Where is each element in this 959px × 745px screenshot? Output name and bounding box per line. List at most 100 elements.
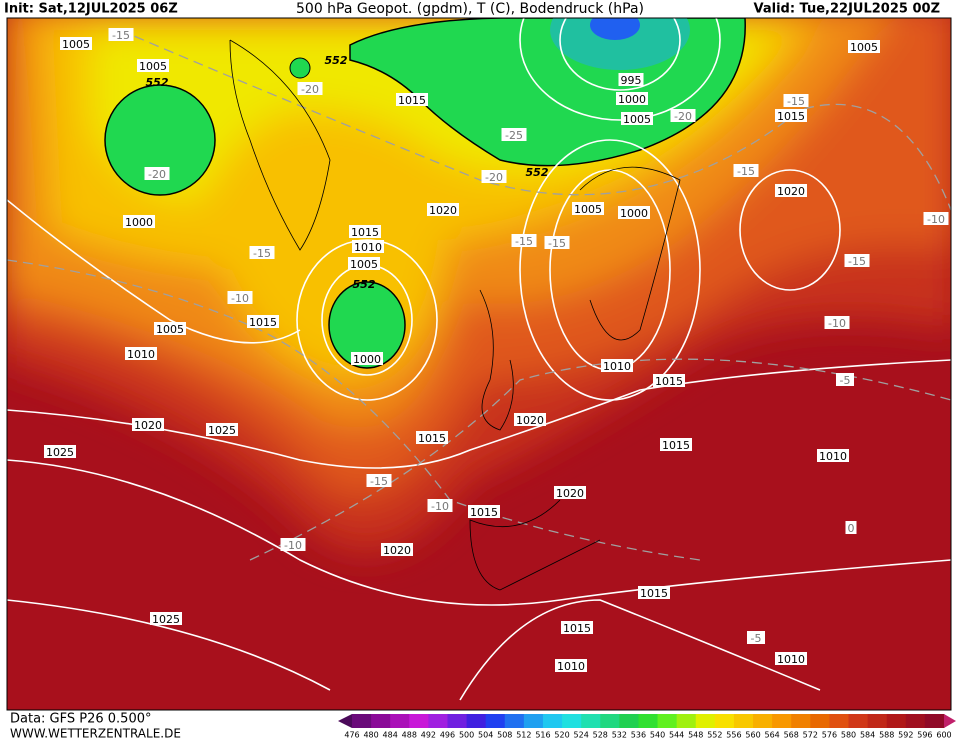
pressure-label: 1020 <box>383 544 411 557</box>
temperature-label: -20 <box>148 168 166 181</box>
colorbar-swatch <box>581 714 601 728</box>
label-box <box>824 316 850 329</box>
pressure-label: 1015 <box>563 622 591 635</box>
pressure-label: 1025 <box>46 446 74 459</box>
colorbar-label: 524 <box>574 731 589 740</box>
temperature-label: -15 <box>548 237 566 250</box>
colorbar-swatch <box>829 714 850 728</box>
colorbar-label: 492 <box>421 731 436 740</box>
label-box <box>848 40 880 53</box>
pressure-label: 1010 <box>603 360 631 373</box>
temperature-label: -10 <box>828 317 846 330</box>
label-box <box>427 499 453 512</box>
colorbar: 476 480 484 488 492 496 500 504 508 512 516 520 524 5… <box>338 714 956 740</box>
colorbar-swatch <box>485 714 506 728</box>
pressure-label: 1005 <box>623 113 651 126</box>
colorbar-swatch <box>676 714 697 728</box>
colorbar-label: 552 <box>707 731 722 740</box>
label-box <box>352 240 384 253</box>
label-box <box>775 184 807 197</box>
colorbar-swatch <box>447 714 468 728</box>
colorbar-label: 532 <box>612 731 627 740</box>
temperature-label: -10 <box>231 292 249 305</box>
colorbar-arrow-left <box>338 714 352 728</box>
temperature-label: -10 <box>927 213 945 226</box>
label-box <box>638 586 670 599</box>
colorbar-label: 588 <box>879 731 894 740</box>
colorbar-label: 592 <box>898 731 913 740</box>
label-box <box>108 28 134 41</box>
pressure-label: 1010 <box>127 348 155 361</box>
label-box <box>150 612 182 625</box>
temperature-label: -15 <box>787 95 805 108</box>
pressure-label: 1020 <box>516 414 544 427</box>
pressure-label: 1010 <box>557 660 585 673</box>
temperature-label: -15 <box>112 29 130 42</box>
colorbar-label: 480 <box>363 731 378 740</box>
colorbar-swatch <box>695 714 716 728</box>
temperature-label: -15 <box>370 475 388 488</box>
pressure-label: 1010 <box>819 450 847 463</box>
label-box <box>249 246 275 259</box>
pressure-label: 1015 <box>351 226 379 239</box>
pressure-label: 1015 <box>662 439 690 452</box>
pressure-label: 1020 <box>429 204 457 217</box>
colorbar-label: 548 <box>688 731 703 740</box>
label-box <box>351 352 383 365</box>
label-box <box>137 59 169 72</box>
label-box <box>348 257 380 270</box>
label-box <box>733 164 759 177</box>
colorbar-label: 504 <box>478 731 493 740</box>
map-frame <box>6 17 952 711</box>
pressure-label: 995 <box>621 74 642 87</box>
pressure-label: 1015 <box>249 316 277 329</box>
label-box <box>601 359 633 372</box>
pressure-label: 1000 <box>618 93 646 106</box>
colorbar-label: 572 <box>803 731 818 740</box>
label-box <box>514 413 546 426</box>
label-box <box>60 37 92 50</box>
pressure-label: 1010 <box>354 241 382 254</box>
temperature-label: -20 <box>674 110 692 123</box>
pressure-label: 1025 <box>208 424 236 437</box>
label-box <box>247 315 279 328</box>
pressure-label: 1015 <box>398 94 426 107</box>
colorbar-label: 568 <box>784 731 799 740</box>
pressure-label: 1025 <box>152 613 180 626</box>
label-box <box>381 543 413 556</box>
label-box <box>670 109 696 122</box>
label-box <box>616 92 648 105</box>
label-box <box>123 215 155 228</box>
label-box <box>396 93 428 106</box>
label-box <box>154 322 186 335</box>
label-box <box>144 167 170 180</box>
pressure-label: 1015 <box>470 506 498 519</box>
label-box <box>660 438 692 451</box>
label-box <box>511 234 537 247</box>
pressure-label: 1000 <box>353 353 381 366</box>
colorbar-label: 544 <box>669 731 684 740</box>
colorbar-swatch <box>791 714 811 728</box>
colorbar-label: 540 <box>650 731 665 740</box>
pressure-label: 1005 <box>350 258 378 271</box>
site-name: WWW.WETTERZENTRALE.DE <box>10 727 181 741</box>
colorbar-label: 516 <box>535 731 550 740</box>
temperature-label: -5 <box>751 632 762 645</box>
colorbar-swatch <box>428 714 448 728</box>
label-box <box>501 128 527 141</box>
temperature-label: 0 <box>848 522 855 535</box>
colorbar-label: 536 <box>631 731 646 740</box>
pressure-label: 1000 <box>125 216 153 229</box>
colorbar-swatch <box>886 714 907 728</box>
colorbar-label: 476 <box>344 731 359 740</box>
label-box <box>775 652 807 665</box>
label-box <box>132 418 164 431</box>
label-box <box>227 291 253 304</box>
pressure-label: 1005 <box>156 323 184 336</box>
colorbar-swatch <box>600 714 620 728</box>
temperature-label: -20 <box>301 83 319 96</box>
label-box <box>416 431 448 444</box>
coastlines <box>229 39 681 591</box>
temperature-label: -15 <box>848 255 866 268</box>
colorbar-swatch <box>390 714 410 728</box>
